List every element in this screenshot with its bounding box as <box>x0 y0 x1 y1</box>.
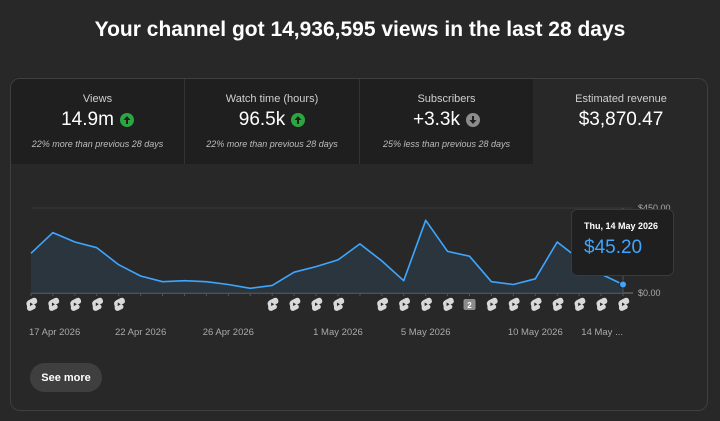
metric-value: 14.9m <box>61 109 114 130</box>
metric-tab-watch-time[interactable]: Watch time (hours) 96.5k 22% more than p… <box>184 79 359 164</box>
metric-tabs: Views 14.9m 22% more than previous 28 da… <box>11 79 707 164</box>
shorts-icon[interactable] <box>530 297 542 311</box>
metric-tab-subscribers[interactable]: Subscribers +3.3k 25% less than previous… <box>359 79 533 164</box>
x-tick-label: 22 Apr 2026 <box>115 327 166 338</box>
shorts-icon[interactable] <box>377 297 389 311</box>
shorts-icon[interactable] <box>311 297 323 311</box>
shorts-icon[interactable] <box>399 297 410 311</box>
series-line <box>30 219 624 290</box>
metric-note: 22% more than previous 28 days <box>31 139 164 149</box>
shorts-icon[interactable] <box>289 297 301 311</box>
revenue-chart[interactable]: $0.00 $450.00 2 17 Apr 2026 22 Apr 2026 26 Ap… <box>11 79 708 359</box>
shorts-icon[interactable] <box>596 297 608 311</box>
shorts-icon[interactable] <box>267 297 279 311</box>
x-tick-label: 5 May 2026 <box>401 327 451 338</box>
y-tick-label: $450.00 <box>638 203 671 213</box>
shorts-icon[interactable] <box>574 297 586 311</box>
shorts-icon[interactable] <box>508 297 520 311</box>
x-tick-label: 14 May ... <box>581 327 623 338</box>
metric-value: $3,870.47 <box>578 109 664 130</box>
shorts-icon[interactable] <box>618 297 630 311</box>
shorts-icon[interactable] <box>552 297 564 311</box>
shorts-icon[interactable] <box>26 297 38 311</box>
shorts-icon[interactable] <box>92 297 104 311</box>
tooltip-date: Thu, 14 May 2026 <box>584 221 659 231</box>
page-headline: Your channel got 14,936,595 views in the… <box>94 18 626 41</box>
series-area <box>31 220 623 293</box>
metric-label: Subscribers <box>417 93 476 105</box>
arrow-down-icon <box>466 113 480 127</box>
arrow-up-icon <box>119 113 134 127</box>
x-tick-label: 17 Apr 2026 <box>29 327 80 338</box>
metric-tab-revenue[interactable]: Estimated revenue $3,870.47 <box>533 79 707 164</box>
shorts-icon[interactable] <box>486 297 498 311</box>
x-tick-label: 10 May 2026 <box>508 327 563 338</box>
shorts-icon[interactable] <box>442 297 454 311</box>
arrow-up-icon <box>291 113 306 127</box>
metric-label: Estimated revenue <box>575 93 667 105</box>
x-tick-label: 1 May 2026 <box>313 327 363 338</box>
x-tick-label: 26 Apr 2026 <box>203 327 254 338</box>
hover-point <box>619 280 627 289</box>
shorts-icon[interactable] <box>48 297 60 311</box>
metric-note: 25% less than previous 28 days <box>382 139 511 149</box>
metric-note: 22% more than previous 28 days <box>206 139 338 149</box>
shorts-icon[interactable] <box>421 297 432 311</box>
metric-value: 96.5k <box>238 109 286 130</box>
video-group-marker <box>463 299 476 310</box>
metric-tab-views[interactable]: Views 14.9m 22% more than previous 28 da… <box>11 79 184 164</box>
metric-label: Watch time (hours) <box>225 93 319 105</box>
metric-label: Views <box>82 93 113 105</box>
see-more-button[interactable]: See more <box>30 363 102 392</box>
analytics-card: Views 14.9m 22% more than previous 28 da… <box>10 78 708 411</box>
video-group-count: 2 <box>467 301 472 310</box>
chart-tooltip: Thu, 14 May 2026 $45.20 <box>571 209 674 276</box>
y-tick-label: $0.00 <box>638 288 661 298</box>
metric-value: +3.3k <box>412 109 460 130</box>
shorts-icon[interactable] <box>70 297 82 311</box>
shorts-icon[interactable] <box>333 297 345 311</box>
shorts-icon[interactable] <box>114 297 125 311</box>
tooltip-value: $45.20 <box>584 237 643 258</box>
